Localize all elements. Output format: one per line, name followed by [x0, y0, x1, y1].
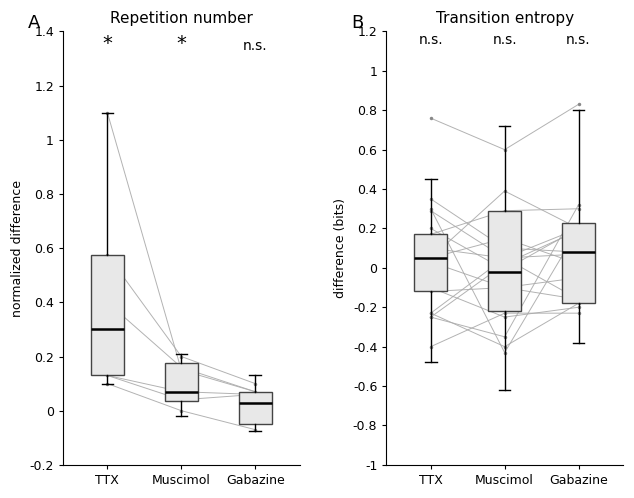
Bar	[91, 255, 124, 375]
Title: Repetition number: Repetition number	[110, 11, 253, 26]
Bar	[414, 235, 448, 291]
Text: B: B	[351, 14, 363, 32]
Y-axis label: normalized difference: normalized difference	[11, 180, 24, 317]
Bar	[562, 223, 595, 303]
Bar	[165, 363, 198, 401]
Text: A: A	[28, 14, 40, 32]
Text: n.s.: n.s.	[566, 33, 591, 47]
Text: n.s.: n.s.	[493, 33, 517, 47]
Y-axis label: difference (bits): difference (bits)	[334, 198, 347, 298]
Bar	[238, 392, 272, 424]
Text: *: *	[103, 34, 112, 53]
Text: n.s.: n.s.	[418, 33, 443, 47]
Title: Transition entropy: Transition entropy	[436, 11, 574, 26]
Text: n.s.: n.s.	[243, 39, 268, 53]
Bar	[488, 211, 521, 311]
Text: *: *	[176, 34, 186, 53]
